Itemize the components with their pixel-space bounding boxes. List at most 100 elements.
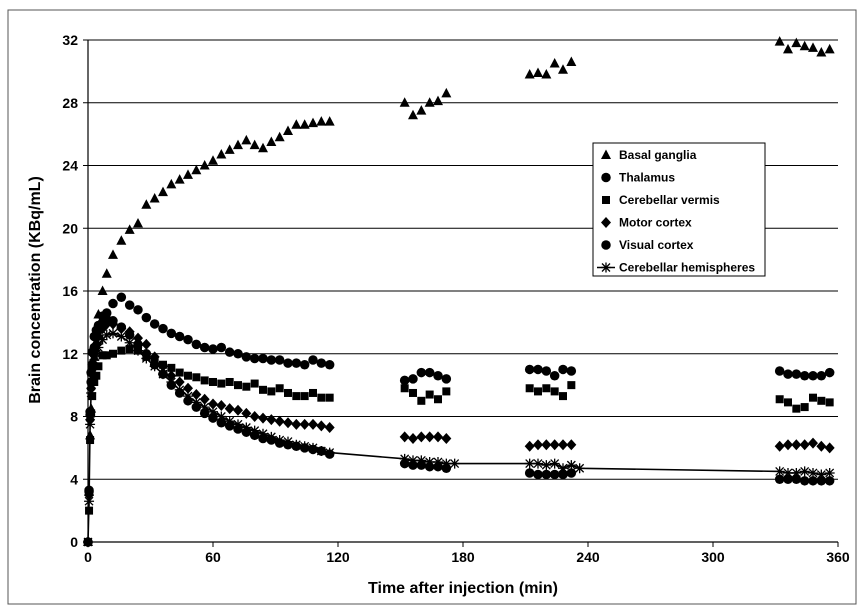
data-point-cerebellar-vermis xyxy=(542,384,551,393)
data-point-basal-ganglia xyxy=(433,95,443,106)
data-point-visual-cortex xyxy=(93,325,104,335)
legend-item-cerebellar-vermis: Cerebellar vermis xyxy=(602,193,720,207)
data-point-cerebellar-vermis xyxy=(442,387,451,396)
data-point-cerebellar-vermis xyxy=(775,395,784,404)
data-point-cerebellar-vermis xyxy=(325,393,334,402)
data-point-thalamus xyxy=(791,369,802,379)
data-point-motor-cortex xyxy=(283,417,293,429)
data-point-basal-ganglia xyxy=(258,142,268,153)
data-point-cerebellar-vermis xyxy=(559,392,567,401)
data-point-basal-ganglia xyxy=(441,87,452,98)
data-point-visual-cortex xyxy=(774,474,785,484)
legend-item-thalamus: Thalamus xyxy=(601,171,675,185)
data-point-cerebellar-hemispheres xyxy=(91,348,102,359)
data-point-thalamus xyxy=(274,355,285,365)
data-point-visual-cortex xyxy=(549,469,560,480)
data-point-thalamus xyxy=(141,312,152,323)
data-point-cerebellar-vermis xyxy=(192,373,201,382)
data-point-cerebellar-hemispheres xyxy=(566,460,577,471)
data-point-thalamus xyxy=(416,367,427,378)
data-point-basal-ganglia xyxy=(283,125,293,135)
data-point-basal-ganglia xyxy=(133,218,143,228)
data-point-motor-cortex xyxy=(558,439,568,451)
data-point-cerebellar-hemispheres xyxy=(108,328,118,339)
data-point-cerebellar-vermis xyxy=(409,388,417,397)
data-series xyxy=(83,36,835,548)
data-point-cerebellar-hemispheres xyxy=(533,458,543,469)
legend-label: Basal ganglia xyxy=(619,148,697,162)
data-point-cerebellar-hemispheres xyxy=(141,353,152,364)
data-point-visual-cortex xyxy=(791,474,802,484)
data-point-basal-ganglia xyxy=(308,117,318,128)
data-point-motor-cortex xyxy=(183,382,193,394)
data-point-cerebellar-vermis xyxy=(525,384,534,393)
data-point-basal-ganglia xyxy=(566,56,577,66)
data-point-motor-cortex xyxy=(216,400,227,412)
data-point-basal-ganglia xyxy=(191,164,202,175)
data-point-cerebellar-vermis xyxy=(292,392,301,401)
legend-label: Cerebellar vermis xyxy=(619,193,720,207)
data-point-cerebellar-hemispheres xyxy=(116,331,127,342)
data-point-motor-cortex xyxy=(774,440,785,452)
data-point-motor-cortex xyxy=(266,414,277,426)
data-point-basal-ganglia xyxy=(324,116,335,126)
data-point-cerebellar-vermis xyxy=(117,346,126,355)
data-point-thalamus xyxy=(258,353,268,364)
data-point-thalamus xyxy=(249,353,260,364)
data-point-motor-cortex xyxy=(824,442,835,454)
legend-box xyxy=(592,142,766,277)
series-basal-ganglia xyxy=(83,36,835,546)
y-tick-label: 4 xyxy=(70,471,78,487)
data-point-visual-cortex xyxy=(808,476,818,486)
data-point-cerebellar-hemispheres xyxy=(808,467,818,478)
data-point-thalamus xyxy=(108,298,118,309)
data-point-thalamus xyxy=(549,370,560,381)
data-point-cerebellar-hemispheres xyxy=(258,428,268,439)
data-point-motor-cortex xyxy=(258,412,268,424)
data-point-cerebellar-hemispheres xyxy=(558,463,568,474)
data-point-thalamus xyxy=(424,367,435,378)
y-tick-label: 20 xyxy=(62,220,78,236)
data-point-thalamus xyxy=(408,374,418,384)
data-point-basal-ganglia xyxy=(183,169,193,179)
data-point-thalamus xyxy=(116,292,127,303)
data-point-cerebellar-hemispheres xyxy=(316,446,327,457)
data-point-cerebellar-hemispheres xyxy=(524,458,535,469)
data-point-thalamus xyxy=(808,370,818,381)
data-point-cerebellar-hemispheres xyxy=(408,455,418,466)
data-point-basal-ganglia xyxy=(274,131,285,142)
data-point-motor-cortex xyxy=(399,431,410,443)
legend-label: Visual cortex xyxy=(619,238,694,252)
data-point-cerebellar-vermis xyxy=(309,388,317,397)
data-point-thalamus xyxy=(824,367,835,378)
data-point-cerebellar-vermis xyxy=(94,362,103,371)
data-point-thalamus xyxy=(324,359,335,370)
data-point-cerebellar-vermis xyxy=(300,392,309,401)
y-tick-label: 12 xyxy=(62,346,78,362)
data-point-visual-cortex xyxy=(816,476,827,486)
data-point-thalamus xyxy=(224,347,235,357)
data-point-thalamus xyxy=(541,366,552,376)
data-point-cerebellar-hemispheres xyxy=(774,466,785,477)
data-point-basal-ganglia xyxy=(266,136,277,146)
y-tick-label: 24 xyxy=(62,158,78,174)
data-point-cerebellar-hemispheres xyxy=(166,376,177,387)
data-point-thalamus xyxy=(816,370,827,381)
data-point-thalamus xyxy=(174,331,185,342)
data-point-cerebellar-hemispheres xyxy=(124,337,135,348)
data-point-cerebellar-vermis xyxy=(167,363,176,372)
data-point-thalamus xyxy=(166,328,177,339)
series-cerebellar-hemispheres xyxy=(83,328,835,547)
legend-item-basal-ganglia: Basal ganglia xyxy=(601,148,697,162)
y-tick-label: 0 xyxy=(70,534,78,550)
data-point-motor-cortex xyxy=(816,440,827,452)
data-point-thalamus xyxy=(558,364,568,375)
x-tick-label: 120 xyxy=(326,549,350,565)
data-point-thalamus xyxy=(316,358,327,368)
data-point-thalamus xyxy=(124,300,135,310)
data-point-motor-cortex xyxy=(299,418,310,430)
data-point-basal-ganglia xyxy=(141,199,152,209)
data-point-thalamus xyxy=(158,323,168,334)
legend-marker xyxy=(601,149,611,159)
data-point-basal-ganglia xyxy=(774,36,785,46)
